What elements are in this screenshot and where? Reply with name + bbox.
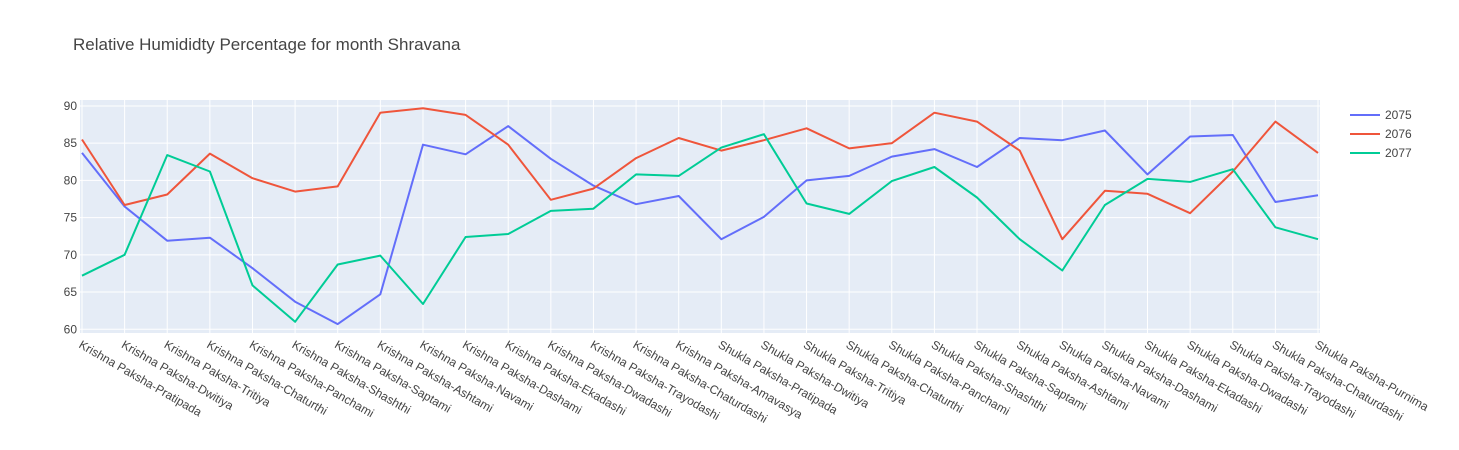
y-tick-label: 85 bbox=[64, 136, 78, 150]
legend-item-2076[interactable]: 2076 bbox=[1350, 127, 1412, 141]
y-tick-label: 70 bbox=[64, 248, 78, 262]
legend[interactable]: 2075 2076 2077 bbox=[1350, 108, 1412, 160]
y-axis-ticks: 60 65 70 75 80 85 90 bbox=[64, 99, 78, 336]
y-tick-label: 60 bbox=[64, 322, 78, 336]
legend-label: 2077 bbox=[1385, 146, 1412, 160]
series-line-2077 bbox=[81, 133, 1319, 323]
legend-label: 2076 bbox=[1385, 127, 1412, 141]
y-tick-label: 90 bbox=[64, 99, 78, 113]
y-tick-label: 75 bbox=[64, 211, 78, 225]
grid bbox=[80, 100, 1320, 333]
y-tick-label: 65 bbox=[64, 285, 78, 299]
series-line-2075 bbox=[81, 125, 1319, 326]
legend-label: 2075 bbox=[1385, 108, 1412, 122]
series-line-2076 bbox=[81, 107, 1319, 241]
chart-title: Relative Humididty Percentage for month … bbox=[73, 35, 461, 54]
y-tick-label: 80 bbox=[64, 173, 78, 187]
legend-item-2075[interactable]: 2075 bbox=[1350, 108, 1412, 122]
series-lines bbox=[81, 107, 1319, 326]
legend-item-2077[interactable]: 2077 bbox=[1350, 146, 1412, 160]
